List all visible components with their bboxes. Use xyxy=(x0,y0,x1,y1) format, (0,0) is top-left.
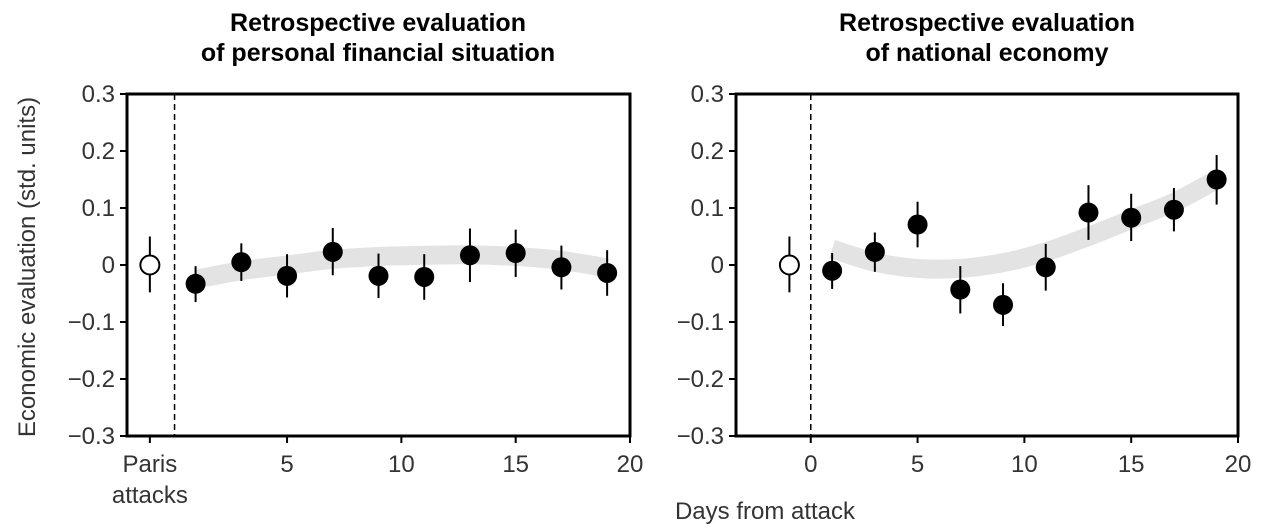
data-point xyxy=(950,279,971,300)
data-point xyxy=(551,257,572,278)
data-point xyxy=(414,266,435,287)
x-tick-label: Paris xyxy=(123,451,178,478)
data-point xyxy=(459,245,480,266)
trend-band xyxy=(193,245,609,289)
data-point xyxy=(231,252,252,273)
data-point xyxy=(1035,257,1056,278)
data-point xyxy=(993,294,1014,315)
chart-title-line: Retrospective evaluation xyxy=(839,9,1135,37)
y-tick-label: −0.1 xyxy=(68,309,115,336)
data-point xyxy=(1206,169,1227,190)
baseline-point xyxy=(778,254,800,276)
data-point xyxy=(597,262,618,283)
y-tick-label: −0.3 xyxy=(68,423,115,450)
chart-title-line: Retrospective evaluation xyxy=(230,9,526,37)
x-tick-label-line2: attacks xyxy=(112,482,188,509)
data-point xyxy=(864,241,885,262)
baseline-point xyxy=(139,254,161,276)
x-tick-label: 5 xyxy=(911,451,924,478)
chart-title-line: of personal financial situation xyxy=(201,39,555,67)
data-point xyxy=(368,265,389,286)
y-tick-label: −0.1 xyxy=(677,309,724,336)
y-tick-label: 0.3 xyxy=(82,81,115,108)
x-tick-label: 10 xyxy=(1011,451,1038,478)
data-point xyxy=(1078,202,1099,223)
y-axis-label: Economic evaluation (std. units) xyxy=(14,97,41,437)
y-tick-label: 0.1 xyxy=(691,195,724,222)
data-point xyxy=(1163,199,1184,220)
trend-band xyxy=(829,171,1222,279)
x-tick-label: 15 xyxy=(1118,451,1145,478)
y-tick-label: −0.2 xyxy=(677,366,724,393)
data-point xyxy=(322,241,343,262)
x-tick-label: 20 xyxy=(617,451,644,478)
x-tick-label: 20 xyxy=(1225,451,1252,478)
x-tick-label: 0 xyxy=(804,451,817,478)
y-tick-label: 0 xyxy=(102,252,115,279)
data-point xyxy=(907,214,928,235)
x-axis-label: Days from attack xyxy=(675,498,856,525)
y-tick-label: 0.2 xyxy=(82,138,115,165)
y-tick-label: 0.3 xyxy=(691,81,724,108)
data-point xyxy=(505,243,526,264)
x-tick-label: 15 xyxy=(502,451,529,478)
data-point xyxy=(185,273,206,294)
y-tick-label: −0.3 xyxy=(677,423,724,450)
y-tick-label: −0.2 xyxy=(68,366,115,393)
data-point xyxy=(822,260,843,281)
y-tick-label: 0.1 xyxy=(82,195,115,222)
x-tick-label: 10 xyxy=(388,451,415,478)
data-point xyxy=(277,265,298,286)
data-point xyxy=(1121,207,1142,228)
chart-title-line: of national economy xyxy=(865,39,1108,67)
x-tick-label: 5 xyxy=(280,451,293,478)
y-tick-label: 0 xyxy=(711,252,724,279)
y-tick-label: 0.2 xyxy=(691,138,724,165)
